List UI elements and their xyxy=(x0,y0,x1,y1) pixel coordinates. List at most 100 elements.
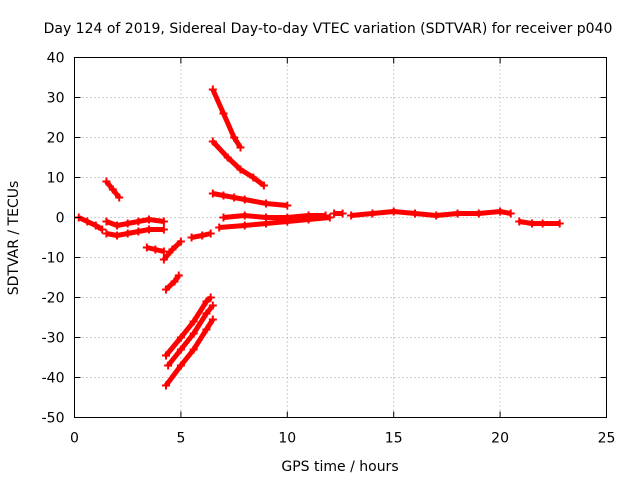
plot-frame xyxy=(74,57,607,418)
data-point xyxy=(176,361,185,370)
data-point xyxy=(283,217,292,226)
data-point xyxy=(240,221,249,230)
data-point xyxy=(142,243,151,252)
data-point xyxy=(262,199,271,208)
y-tick-label: 20 xyxy=(47,131,65,147)
data-point xyxy=(159,247,168,256)
data-point xyxy=(176,237,185,246)
data-point xyxy=(162,381,171,390)
data-point xyxy=(259,181,268,190)
data-point xyxy=(123,229,132,238)
series-arc-1 xyxy=(77,215,104,232)
data-point xyxy=(108,185,117,194)
data-point xyxy=(206,293,215,302)
data-point xyxy=(249,173,258,182)
y-tick-label: -50 xyxy=(42,411,65,427)
data-point xyxy=(330,209,339,218)
data-point xyxy=(347,211,356,220)
data-point xyxy=(170,277,179,286)
x-tick-label: 15 xyxy=(385,431,403,447)
data-point xyxy=(240,211,249,220)
y-tick-label: 40 xyxy=(47,51,65,67)
data-point xyxy=(144,215,153,224)
data-point xyxy=(208,137,217,146)
data-point xyxy=(164,361,173,370)
data-point xyxy=(215,223,224,232)
series-arc-9 xyxy=(164,295,213,358)
data-point xyxy=(208,315,217,324)
y-tick-label: 30 xyxy=(47,91,65,107)
data-point xyxy=(159,225,168,234)
data-point xyxy=(162,285,171,294)
x-tick-label: 0 xyxy=(70,431,79,447)
data-point xyxy=(189,345,198,354)
data-point xyxy=(236,143,245,152)
data-point xyxy=(134,217,143,226)
data-point xyxy=(102,229,111,238)
data-point xyxy=(202,325,211,334)
data-point xyxy=(189,317,198,326)
data-point xyxy=(115,193,124,202)
y-tick-label: -20 xyxy=(42,291,65,307)
x-tick-label: 25 xyxy=(598,431,616,447)
data-point xyxy=(162,351,171,360)
data-point xyxy=(102,217,111,226)
series-arc-19 xyxy=(518,219,560,226)
data-point xyxy=(506,209,515,218)
grid xyxy=(74,57,607,418)
data-point xyxy=(198,231,207,240)
data-point xyxy=(202,309,211,318)
data-point xyxy=(230,133,239,142)
data-point xyxy=(410,209,419,218)
x-tick-label: 20 xyxy=(491,431,509,447)
data-point xyxy=(338,209,347,218)
data-point xyxy=(187,233,196,242)
data-point xyxy=(91,221,100,230)
data-point xyxy=(389,207,398,216)
data-point xyxy=(538,219,547,228)
data-point xyxy=(240,195,249,204)
x-tick-label: 10 xyxy=(278,431,296,447)
chart-title: Day 124 of 2019, Sidereal Day-to-day VTE… xyxy=(44,21,613,37)
y-tick-label: -30 xyxy=(42,331,65,347)
x-tick-label: 5 xyxy=(176,431,185,447)
data-point xyxy=(176,345,185,354)
data-point xyxy=(496,207,505,216)
data-point xyxy=(151,245,160,254)
y-tick-label: -40 xyxy=(42,371,65,387)
series-arc-12 xyxy=(210,88,243,149)
data-point xyxy=(123,219,132,228)
data-point xyxy=(262,219,271,228)
data-point xyxy=(219,191,228,200)
data-point xyxy=(208,301,217,310)
data-point xyxy=(168,245,177,254)
data-point xyxy=(174,271,183,280)
data-point xyxy=(219,213,228,222)
data-point xyxy=(202,297,211,306)
data-point xyxy=(159,217,168,226)
data-point xyxy=(144,225,153,234)
data-point xyxy=(134,227,143,236)
data-point xyxy=(208,85,217,94)
data-point xyxy=(515,217,524,226)
data-point xyxy=(102,177,111,186)
y-tick-label: 0 xyxy=(56,211,65,227)
data-point xyxy=(368,209,377,218)
data-point xyxy=(528,219,537,228)
data-point xyxy=(113,231,122,240)
data-point xyxy=(219,109,228,118)
y-tick-label: 10 xyxy=(47,171,65,187)
data-point xyxy=(325,213,334,222)
data-point xyxy=(304,215,313,224)
data-point xyxy=(432,211,441,220)
data-point xyxy=(474,209,483,218)
data-point xyxy=(453,209,462,218)
data-point xyxy=(206,229,215,238)
data-point xyxy=(283,201,292,210)
data-point xyxy=(223,153,232,162)
axis-ticks: 0 5 10 15 20 25 -50 -40 -30 -20 -10 0 10 20 30 40 xyxy=(42,51,616,447)
data-point xyxy=(236,165,245,174)
data-point xyxy=(83,217,92,226)
data-point xyxy=(159,255,168,264)
